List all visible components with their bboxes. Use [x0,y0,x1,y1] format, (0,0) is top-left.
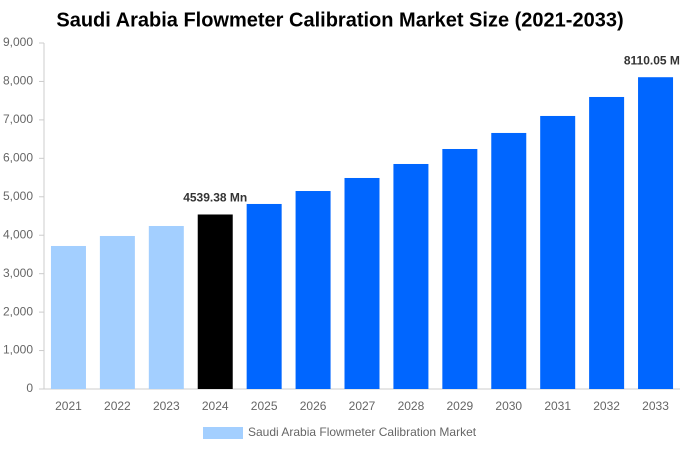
data-label: 4539.38 Mn [183,191,247,205]
chart-title: Saudi Arabia Flowmeter Calibration Marke… [56,9,623,31]
data-label: 8110.05 Mn [624,53,680,67]
y-tick-label: 0 [26,381,33,395]
x-tick-label: 2028 [398,399,425,413]
y-tick-label: 7,000 [3,112,33,126]
bar [148,225,184,389]
y-tick-label: 9,000 [3,35,33,49]
bar [393,163,429,389]
bar [638,77,674,390]
y-tick-label: 1,000 [3,343,33,357]
bar [246,203,282,389]
x-tick-label: 2032 [593,399,620,413]
x-tick-label: 2030 [495,399,522,413]
x-tick-label: 2029 [446,399,473,413]
x-tick-label: 2033 [642,399,669,413]
legend-swatch [203,427,243,439]
bar [442,148,478,389]
x-tick-label: 2021 [55,399,82,413]
bar [491,132,527,389]
bar [50,245,86,389]
x-tick-label: 2026 [300,399,327,413]
x-tick-label: 2022 [104,399,131,413]
bar [344,177,380,389]
legend-label: Saudi Arabia Flowmeter Calibration Marke… [248,425,477,439]
y-tick-label: 2,000 [3,304,33,318]
x-tick-label: 2025 [251,399,278,413]
bar [589,96,625,389]
bar [197,214,233,389]
y-tick-label: 5,000 [3,189,33,203]
y-tick-label: 6,000 [3,151,33,165]
y-tick-label: 8,000 [3,74,33,88]
x-tick-label: 2027 [349,399,376,413]
x-tick-label: 2031 [544,399,571,413]
bar [540,115,576,389]
bar [99,235,135,389]
x-tick-label: 2023 [153,399,180,413]
y-tick-label: 4,000 [3,227,33,241]
y-tick-label: 3,000 [3,266,33,280]
bar [295,191,331,389]
x-tick-label: 2024 [202,399,229,413]
